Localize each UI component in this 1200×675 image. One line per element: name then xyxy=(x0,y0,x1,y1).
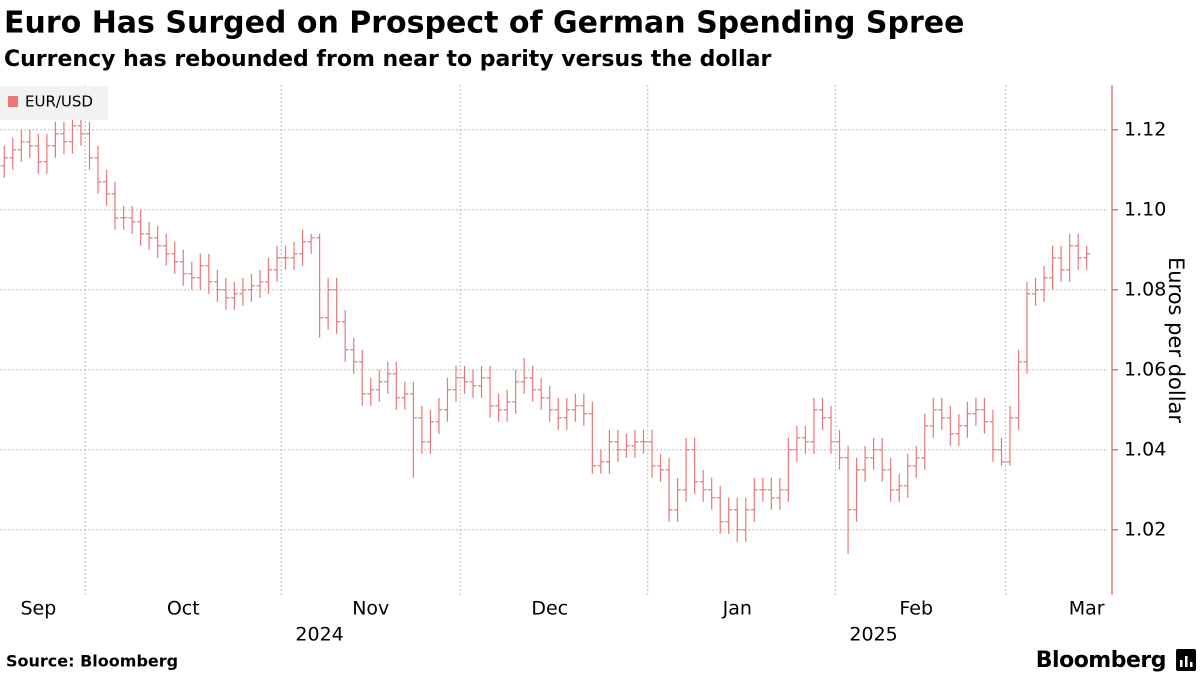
x-year-label: 2025 xyxy=(849,624,897,646)
axes: 1.02 1.04 1.06 1.08 1.10 1.12 Sep Oct Nov Dec Jan F… xyxy=(20,85,1166,646)
x-tick-label: Nov xyxy=(352,598,389,620)
x-tick-label: Feb xyxy=(899,598,933,620)
x-tick-label: Mar xyxy=(1069,598,1105,620)
y-axis-title: Euros per dollar xyxy=(1164,257,1188,423)
y-tick-label: 1.12 xyxy=(1124,118,1166,140)
legend-label: EUR/USD xyxy=(25,93,93,111)
brand-icon xyxy=(1176,649,1196,671)
brand: Bloomberg xyxy=(1036,648,1166,673)
chart-subtitle: Currency has rebounded from near to pari… xyxy=(4,47,771,72)
x-year-label: 2024 xyxy=(295,624,343,646)
chart-title: Euro Has Surged on Prospect of German Sp… xyxy=(4,6,964,41)
y-tick-label: 1.02 xyxy=(1124,518,1166,540)
y-tick-label: 1.10 xyxy=(1124,198,1166,220)
y-tick-label: 1.04 xyxy=(1124,438,1166,460)
legend-swatch xyxy=(8,96,18,107)
y-tick-label: 1.06 xyxy=(1124,358,1166,380)
x-tick-label: Jan xyxy=(722,598,752,620)
grid xyxy=(0,85,1108,595)
y-tick-label: 1.08 xyxy=(1124,278,1166,300)
x-tick-label: Sep xyxy=(20,598,56,620)
source: Source: Bloomberg xyxy=(6,652,178,671)
plot xyxy=(0,113,1091,554)
x-tick-label: Oct xyxy=(167,598,200,620)
x-tick-label: Dec xyxy=(531,598,568,620)
